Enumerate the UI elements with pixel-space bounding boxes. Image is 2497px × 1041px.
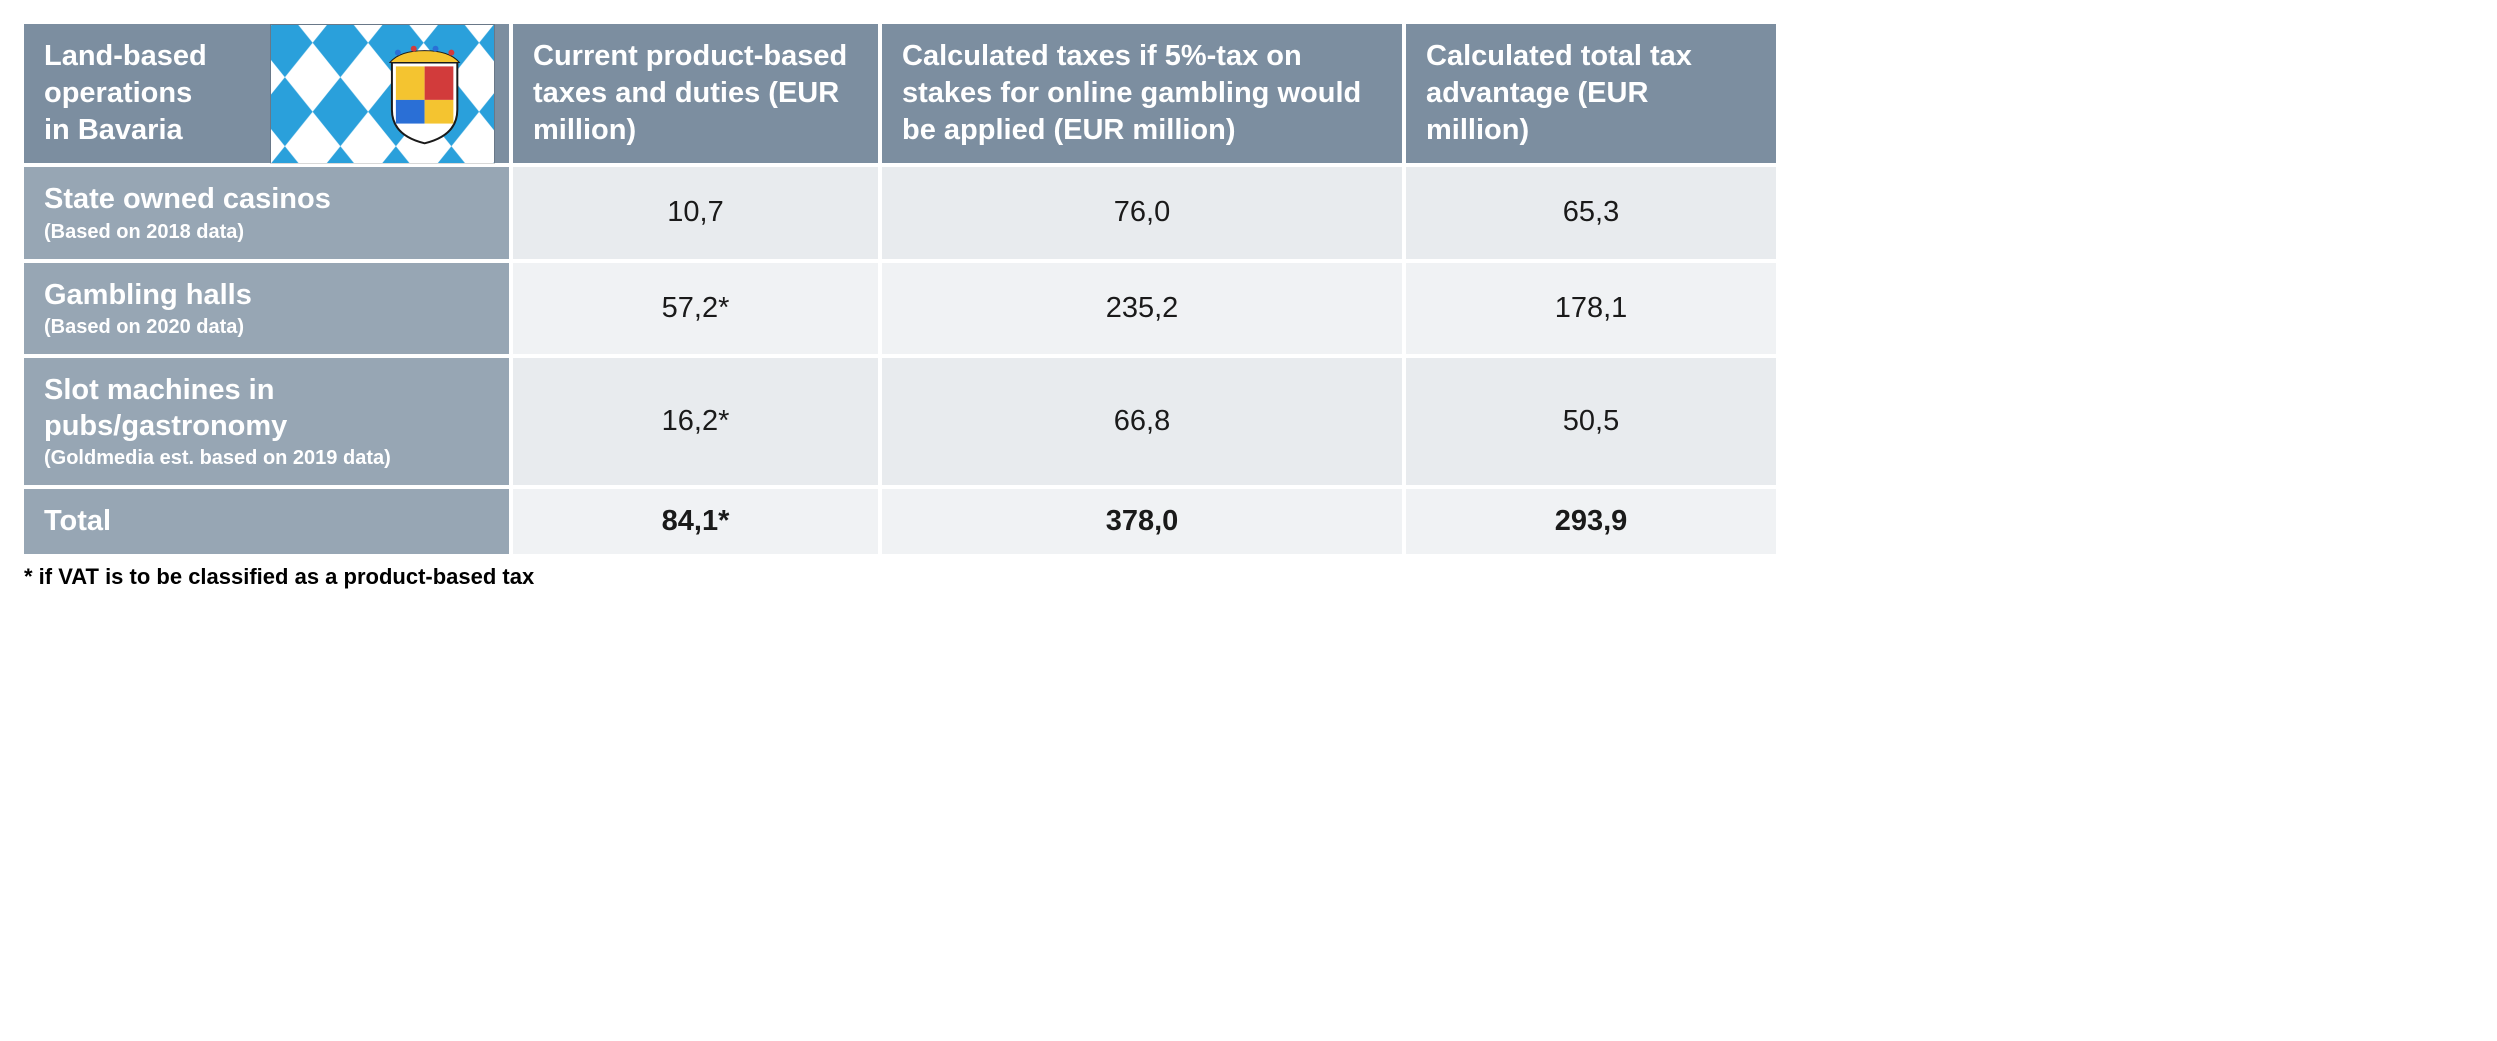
table-row: State owned casinos (Based on 2018 data)… — [24, 167, 1776, 258]
row-label-total: Total — [24, 489, 509, 553]
cell-value: 50,5 — [1406, 358, 1776, 486]
footnote-text: * if VAT is to be classified as a produc… — [20, 564, 2477, 590]
cell-value: 178,1 — [1406, 263, 1776, 354]
header-row: Land-based operationsin Bavaria — [24, 24, 1776, 163]
row-subtitle: (Based on 2018 data) — [44, 220, 489, 245]
cell-value: 66,8 — [882, 358, 1402, 486]
row-label-gambling-halls: Gambling halls (Based on 2020 data) — [24, 263, 509, 354]
row-label-slot-machines: Slot machines in pubs/gastronomy (Goldme… — [24, 358, 509, 486]
table-row: Gambling halls (Based on 2020 data) 57,2… — [24, 263, 1776, 354]
header-text-c1: Land-based operationsin Bavaria — [44, 40, 207, 146]
cell-total: 293,9 — [1406, 489, 1776, 553]
total-row: Total 84,1* 378,0 293,9 — [24, 489, 1776, 553]
row-title: Total — [44, 505, 111, 537]
row-subtitle: (Based on 2020 data) — [44, 315, 489, 340]
header-calculated-taxes: Calculated taxes if 5%-tax on stakes for… — [882, 24, 1402, 163]
table-row: Slot machines in pubs/gastronomy (Goldme… — [24, 358, 1776, 486]
header-operations: Land-based operationsin Bavaria — [24, 24, 509, 163]
cell-value: 76,0 — [882, 167, 1402, 258]
cell-total: 84,1* — [513, 489, 878, 553]
row-title: State owned casinos — [44, 183, 331, 215]
cell-value: 16,2* — [513, 358, 878, 486]
row-title: Slot machines in pubs/gastronomy — [44, 374, 287, 442]
bavaria-flag-icon — [270, 24, 495, 164]
cell-value: 57,2* — [513, 263, 878, 354]
header-tax-advantage: Calculated total tax advantage (EUR mill… — [1406, 24, 1776, 163]
cell-value: 10,7 — [513, 167, 878, 258]
header-current-taxes: Current product-based taxes and duties (… — [513, 24, 878, 163]
row-subtitle: (Goldmedia est. based on 2019 data) — [44, 446, 489, 471]
cell-value: 65,3 — [1406, 167, 1776, 258]
row-label-casinos: State owned casinos (Based on 2018 data) — [24, 167, 509, 258]
row-title: Gambling halls — [44, 279, 252, 311]
cell-total: 378,0 — [882, 489, 1402, 553]
tax-table: Land-based operationsin Bavaria — [20, 20, 1780, 558]
cell-value: 235,2 — [882, 263, 1402, 354]
